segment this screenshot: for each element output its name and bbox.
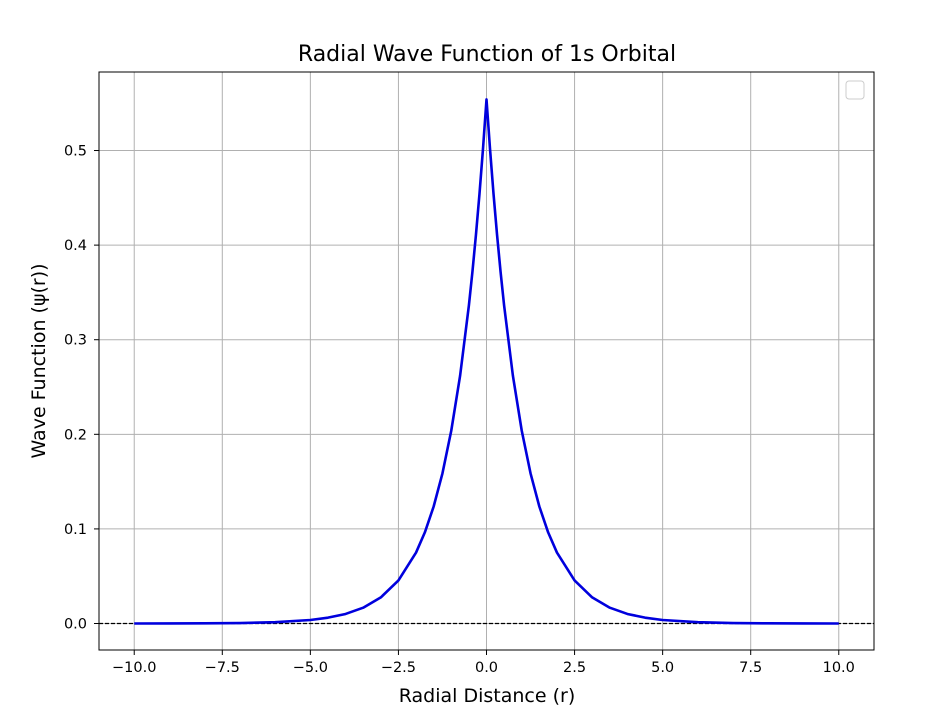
x-tick-label: −5.0 — [293, 660, 328, 676]
chart-title: Radial Wave Function of 1s Orbital — [298, 42, 676, 67]
y-tick-label: 0.1 — [64, 522, 87, 538]
grid — [99, 72, 874, 650]
y-tick-label: 0.4 — [64, 238, 87, 254]
x-axis: −10.0 −7.5 −5.0 −2.5 0.0 2.5 5.0 7.5 10.0 — [112, 650, 855, 676]
y-axis: 0.0 0.1 0.2 0.3 0.4 0.5 — [64, 144, 99, 633]
y-axis-title: Wave Function (ψ(r)) — [28, 263, 50, 458]
y-tick-label: 0.0 — [64, 617, 87, 633]
x-tick-label: 5.0 — [651, 660, 674, 676]
x-axis-title: Radial Distance (r) — [399, 685, 575, 707]
x-tick-label: 10.0 — [823, 660, 855, 676]
x-tick-label: 0.0 — [475, 660, 498, 676]
x-tick-label: 2.5 — [563, 660, 586, 676]
x-tick-label: −2.5 — [381, 660, 416, 676]
x-tick-label: −7.5 — [205, 660, 240, 676]
series-line — [134, 98, 839, 625]
series-layer — [134, 98, 839, 625]
y-tick-label: 0.2 — [64, 427, 87, 443]
y-tick-label: 0.5 — [64, 144, 87, 160]
x-tick-label: 7.5 — [739, 660, 762, 676]
x-tick-label: −10.0 — [112, 660, 156, 676]
y-tick-label: 0.3 — [64, 333, 87, 349]
legend-box — [845, 80, 865, 100]
